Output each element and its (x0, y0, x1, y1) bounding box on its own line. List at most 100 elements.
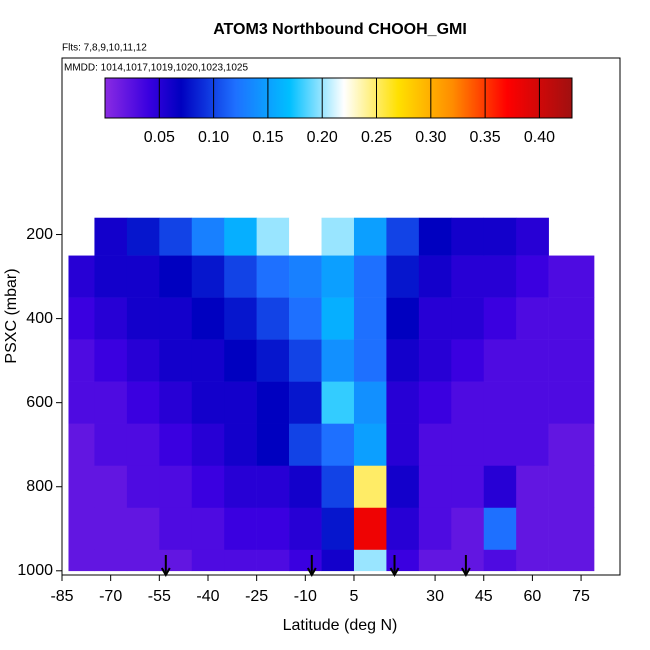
heat-cell (224, 297, 257, 340)
heat-cell (451, 217, 485, 256)
heat-cell (224, 423, 257, 467)
heat-cell (451, 549, 485, 572)
heat-cell (451, 381, 485, 424)
heat-cell (126, 549, 160, 572)
heat-cell (68, 423, 95, 467)
heat-cell (386, 423, 420, 467)
colorbar-tick-label: 0.35 (470, 129, 501, 146)
heat-cell (256, 381, 290, 424)
heat-cell (68, 255, 95, 298)
heat-cell (289, 465, 322, 509)
heat-cell (483, 507, 517, 551)
heat-cell (224, 465, 257, 509)
heat-cell (289, 507, 322, 551)
heat-cell (548, 297, 595, 340)
heat-cell (548, 465, 595, 509)
heat-cell (191, 297, 225, 340)
heat-cell (483, 255, 517, 298)
heat-cell (516, 549, 549, 572)
x-tick-label: -70 (99, 588, 122, 605)
y-tick-label: 800 (26, 478, 53, 495)
colorbar-tick-label: 0.25 (361, 129, 392, 146)
heat-cell (418, 507, 452, 551)
heat-cell (289, 297, 322, 340)
heat-cell (418, 465, 452, 509)
y-tick-label: 400 (26, 310, 53, 327)
x-tick-label: -55 (148, 588, 171, 605)
heat-cell (191, 217, 225, 256)
annotation: MMDD: 1014,1017,1019,1020,1023,1025 (64, 63, 248, 74)
heat-cell (256, 217, 290, 256)
arrow-head (389, 567, 400, 578)
heat-cell (321, 255, 355, 298)
heat-cell (159, 339, 193, 382)
heat-cell (224, 217, 257, 256)
heat-cell (68, 381, 95, 424)
heat-cell (126, 465, 160, 509)
heat-cell (483, 297, 517, 340)
heat-cell (159, 423, 193, 467)
heat-cell (191, 507, 225, 551)
heat-cell (191, 549, 225, 572)
heat-cell (256, 255, 290, 298)
heat-cell (94, 217, 128, 256)
heat-cell (418, 549, 452, 572)
arrow-head (160, 567, 171, 578)
heat-cell (224, 507, 257, 551)
heat-cell (386, 217, 420, 256)
y-tick-label: 600 (26, 394, 53, 411)
heat-cell (353, 339, 387, 382)
subtitle: Flts: 7,8,9,10,11,12 (62, 43, 147, 54)
heat-cell (321, 465, 355, 509)
heat-cell (353, 381, 387, 424)
heat-cell (548, 381, 595, 424)
heat-cell (386, 507, 420, 551)
heat-cell (289, 339, 322, 382)
heat-cell (516, 465, 549, 509)
heat-cell (321, 507, 355, 551)
heat-cell (451, 465, 485, 509)
heat-cell (548, 255, 595, 298)
heat-cell (159, 507, 193, 551)
colorbar-tick-label: 0.10 (198, 129, 229, 146)
heat-cell (516, 507, 549, 551)
plot-frame (61, 57, 621, 576)
heat-cell (386, 297, 420, 340)
y-tick-label: 200 (26, 226, 53, 243)
colorbar-tick-label: 0.40 (524, 129, 555, 146)
heat-cell (94, 423, 128, 467)
x-tick-label: -40 (196, 588, 219, 605)
heat-cell (516, 423, 549, 467)
arrow (160, 555, 171, 578)
heat-cell (159, 217, 193, 256)
heat-cell (126, 217, 160, 256)
heat-cell (353, 217, 387, 256)
heat-cell (353, 423, 387, 467)
heat-cell (68, 465, 95, 509)
heat-cell (126, 423, 160, 467)
colorbar (104, 77, 573, 119)
heat-cell (94, 297, 128, 340)
heat-cell (94, 549, 128, 572)
heat-cell (191, 381, 225, 424)
heat-cell (386, 465, 420, 509)
heat-cell (289, 217, 322, 256)
heat-cell (483, 381, 517, 424)
heat-cell (126, 507, 160, 551)
heat-cell (191, 465, 225, 509)
heat-cell (94, 507, 128, 551)
heat-cell (548, 507, 595, 551)
heat-cell (483, 217, 517, 256)
heat-cell (159, 255, 193, 298)
chart-title: ATOM3 Northbound CHOOH_GMI (213, 21, 467, 38)
heat-cell (353, 465, 387, 509)
heat-cell (191, 255, 225, 298)
heat-cell (451, 423, 485, 467)
colorbar-tick-label: 0.20 (307, 129, 338, 146)
arrow-head (306, 567, 317, 578)
heat-cell (159, 465, 193, 509)
heat-cell (289, 423, 322, 467)
heat-cell (451, 297, 485, 340)
heat-cell (289, 549, 322, 572)
heat-cell (256, 339, 290, 382)
